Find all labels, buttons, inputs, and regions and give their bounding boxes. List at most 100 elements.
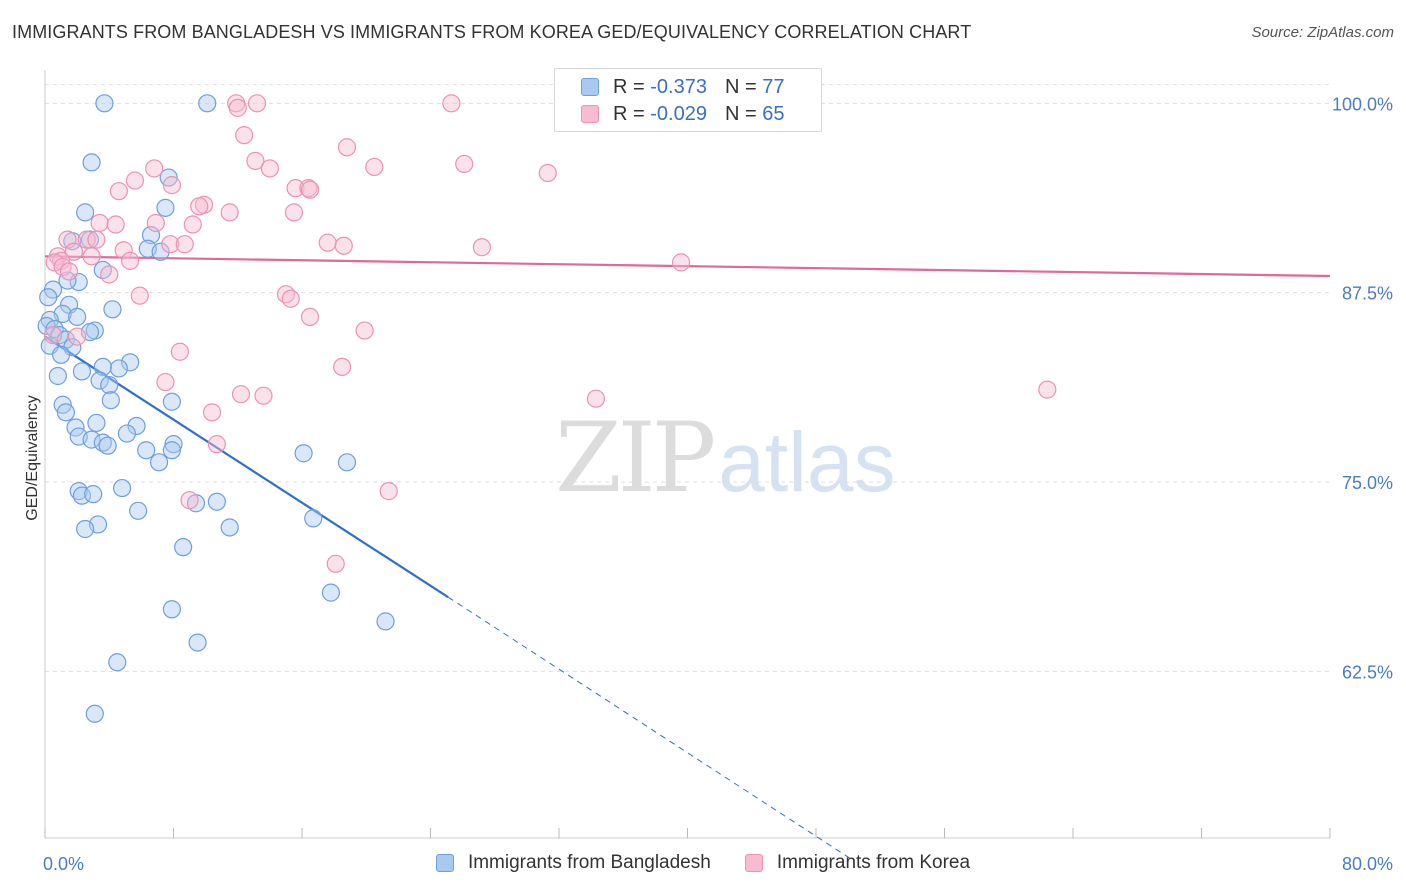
bangladesh-point [101, 391, 120, 410]
series-name-bangladesh: Immigrants from Bangladesh [467, 852, 711, 873]
grid-lines [45, 83, 1330, 672]
legend-r-label: R = [613, 102, 645, 125]
bangladesh-point [82, 153, 101, 172]
korea-point [472, 238, 491, 257]
series-legend-korea[interactable]: Immigrants from Korea [744, 852, 971, 874]
korea-point [220, 203, 239, 222]
korea-point [170, 342, 190, 361]
zipatlas-watermark: ZIPatlas [555, 402, 896, 514]
bangladesh-point [76, 203, 95, 222]
bangladesh-point [149, 453, 169, 472]
bangladesh-point [188, 633, 207, 652]
bangladesh-point [321, 583, 341, 602]
korea-point [326, 554, 345, 573]
data-points [37, 94, 1057, 723]
korea-point [355, 321, 374, 340]
series-legend-bangladesh[interactable]: Immigrants from Bangladesh [435, 852, 711, 874]
korea-point [1038, 380, 1057, 399]
bangladesh-point [68, 307, 87, 327]
korea-point [379, 482, 398, 501]
korea-point [300, 307, 320, 327]
korea-point [114, 241, 133, 260]
korea-point [82, 247, 101, 266]
bangladesh-point [109, 359, 128, 378]
bangladesh-point [162, 441, 181, 460]
bangladesh-point [56, 403, 75, 422]
chart-title: IMMIGRANTS FROM BANGLADESH VS IMMIGRANTS… [12, 22, 972, 42]
bangladesh-point [112, 478, 132, 498]
legend-n-label: N = [724, 102, 757, 125]
correlation-legend: R = -0.373 N = 77 R = -0.029 N = 65 [554, 68, 822, 132]
korea-point [334, 236, 353, 255]
axes [44, 70, 1331, 839]
bangladesh-point [162, 392, 181, 411]
trend-lines [44, 255, 1331, 860]
korea-point [235, 126, 254, 145]
bangladesh-point [84, 485, 103, 504]
bangladesh-point [93, 357, 112, 376]
watermark-atlas: atlas [718, 415, 896, 509]
korea-point [246, 151, 265, 170]
bangladesh-point [129, 501, 148, 520]
bangladesh-point [164, 435, 183, 454]
bangladesh-point [207, 492, 226, 511]
bangladesh-point [85, 704, 104, 723]
bangladesh-point [117, 424, 137, 443]
korea-point [284, 203, 304, 222]
korea-point [442, 94, 461, 113]
y-tick-label: 100.0% [1332, 94, 1393, 114]
korea-point [318, 233, 337, 252]
bangladesh-point [220, 518, 239, 537]
korea-point [100, 265, 119, 284]
series-legend: Immigrants from Bangladesh Immigrants fr… [0, 852, 1406, 874]
series-name-korea: Immigrants from Korea [776, 852, 971, 873]
bangladesh-point [58, 271, 77, 290]
bangladesh-point [45, 319, 64, 339]
korea-point [231, 385, 251, 404]
bangladesh-point [76, 519, 95, 539]
bangladesh-trend-extension [447, 596, 852, 860]
korea-point [183, 215, 202, 234]
korea-point [68, 327, 87, 346]
korea-point [333, 357, 352, 376]
korea-point [121, 251, 140, 270]
korea-point [286, 179, 305, 198]
series-swatch-blue [435, 854, 454, 872]
bangladesh-point [90, 371, 109, 390]
x-tick-label: 80.0% [1342, 854, 1393, 874]
legend-row-korea: R = -0.029 N = 65 [581, 101, 784, 127]
bangladesh-point [108, 653, 127, 672]
bangladesh-point [156, 198, 175, 217]
bangladesh-point [93, 433, 112, 452]
bangladesh-trend-line [44, 335, 449, 599]
korea-point [671, 253, 691, 272]
legend-n-label: N = [724, 75, 757, 98]
korea-point [538, 163, 557, 183]
bangladesh-point [103, 300, 122, 319]
bangladesh-point [137, 441, 156, 460]
korea-point [180, 491, 199, 510]
legend-n-value: 77 [762, 75, 785, 98]
korea-point [146, 213, 165, 233]
y-tick-label: 75.0% [1342, 473, 1393, 493]
legend-swatch-pink [581, 105, 599, 123]
korea-point [202, 403, 222, 422]
legend-row-bangladesh: R = -0.373 N = 77 [581, 74, 784, 100]
korea-trend-line [44, 255, 1331, 278]
korea-point [59, 262, 79, 281]
korea-point [247, 94, 267, 113]
korea-point [300, 180, 320, 199]
x-tick-label: 0.0% [43, 854, 84, 874]
tick-labels: 100.0% 87.5% 75.0% 62.5% 0.0% 80.0% [43, 94, 1393, 874]
y-tick-label: 87.5% [1342, 284, 1393, 304]
legend-swatch-blue [581, 78, 599, 96]
korea-point [586, 389, 606, 408]
bangladesh-point [95, 94, 114, 113]
korea-point [337, 138, 357, 157]
korea-point [43, 325, 63, 345]
bangladesh-point [87, 413, 106, 433]
bangladesh-point [98, 436, 117, 455]
legend-r-value: -0.373 [650, 75, 707, 98]
bangladesh-point [121, 353, 140, 372]
